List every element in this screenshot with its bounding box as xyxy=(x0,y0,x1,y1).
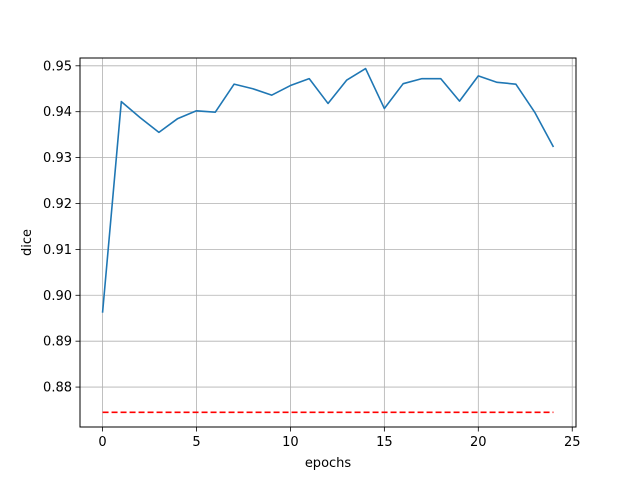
y-tick-label: 0.94 xyxy=(43,105,72,120)
series-layer xyxy=(101,67,555,414)
y-axis-ticks: 0.88 0.89 0.90 0.91 0.92 0.93 0.94 0.95 xyxy=(43,59,80,396)
x-tick-label: 10 xyxy=(282,435,299,450)
y-axis-label: dice xyxy=(20,229,35,256)
x-axis-ticks: 0 5 10 15 20 25 xyxy=(98,427,581,450)
x-axis-label: epochs xyxy=(305,456,352,471)
dice-series-line xyxy=(101,67,555,313)
plot-frame xyxy=(79,57,577,428)
x-tick-label: 5 xyxy=(192,435,200,450)
y-tick-label: 0.89 xyxy=(43,335,72,350)
grid xyxy=(80,58,576,427)
y-tick-label: 0.88 xyxy=(43,381,72,396)
x-tick-label: 20 xyxy=(470,435,487,450)
y-tick-label: 0.90 xyxy=(43,289,72,304)
y-tick-label: 0.91 xyxy=(43,243,72,258)
y-tick-label: 0.92 xyxy=(43,197,72,212)
x-tick-label: 15 xyxy=(376,435,393,450)
x-tick-label: 25 xyxy=(564,435,581,450)
y-tick-label: 0.93 xyxy=(43,151,72,166)
y-tick-label: 0.95 xyxy=(43,59,72,74)
x-tick-label: 0 xyxy=(98,435,106,450)
